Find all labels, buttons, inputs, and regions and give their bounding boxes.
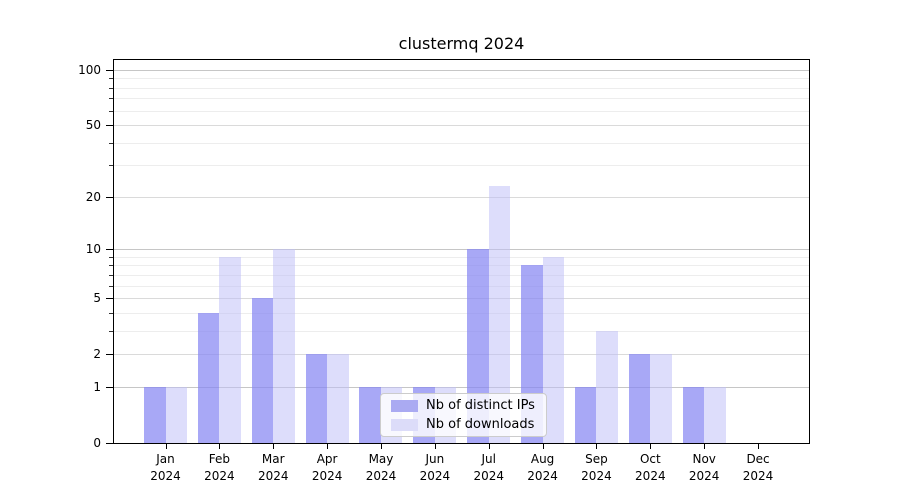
- y-tick-mark: [106, 69, 113, 71]
- y-tick-mark: [106, 249, 113, 251]
- x-tick-mark: [704, 444, 706, 449]
- x-tick-mark: [165, 444, 167, 449]
- bar-downloads-jan: [165, 386, 187, 443]
- x-tick-mark: [327, 444, 329, 449]
- gridline-minor: [114, 285, 809, 287]
- legend-label-distinct-ips: Nb of distinct IPs: [426, 398, 535, 413]
- gridline-minor: [114, 87, 809, 89]
- legend-label-downloads: Nb of downloads: [426, 417, 535, 432]
- y-tick-label: 10: [85, 242, 101, 257]
- y-tick-label: 2: [93, 347, 101, 362]
- bar-downloads-aug: [542, 256, 565, 443]
- gridline-major: [114, 354, 809, 356]
- bar-downloads-jul: [488, 186, 511, 443]
- x-tick-mark: [542, 444, 544, 449]
- y-minor-tick-mark: [109, 265, 113, 267]
- bar-distinct-ips-sep: [574, 386, 597, 443]
- bar-downloads-nov: [704, 386, 726, 443]
- bar-distinct-ips-mar: [251, 298, 274, 443]
- y-minor-tick-mark: [109, 330, 113, 332]
- x-tick-label-oct: Oct 2024: [635, 452, 666, 483]
- x-tick-mark: [488, 444, 490, 449]
- gridline-minor: [114, 165, 809, 167]
- y-tick-mark: [106, 354, 113, 356]
- x-tick-label-aug: Aug 2024: [527, 452, 558, 483]
- bar-distinct-ips-oct: [628, 354, 651, 443]
- x-tick-label-apr: Apr 2024: [311, 452, 343, 483]
- x-tick-mark: [758, 444, 760, 449]
- y-tick-mark: [106, 196, 113, 198]
- legend-entry-distinct-ips: Nb of distinct IPs: [391, 398, 546, 413]
- gridline-major: [114, 298, 809, 300]
- x-tick-label-may: May 2024: [365, 452, 397, 483]
- plot-area: [113, 59, 810, 444]
- x-tick-label-mar: Mar 2024: [257, 452, 289, 483]
- x-tick-mark: [380, 444, 382, 449]
- y-tick-mark: [106, 443, 113, 444]
- gridline-major: [114, 125, 809, 127]
- y-tick-label: 50: [85, 118, 101, 133]
- legend-swatch-distinct-ips: [391, 399, 418, 412]
- y-minor-tick-mark: [109, 110, 113, 112]
- y-minor-tick-mark: [109, 285, 113, 287]
- x-tick-mark: [650, 444, 652, 449]
- gridline-minor: [114, 78, 809, 80]
- y-tick-label: 1: [93, 379, 101, 394]
- legend-entry-downloads: Nb of downloads: [391, 417, 546, 432]
- y-minor-tick-mark: [109, 312, 113, 314]
- y-minor-tick-mark: [109, 256, 113, 258]
- x-tick-mark: [434, 444, 436, 449]
- gridline-minor: [114, 274, 809, 276]
- x-tick-mark: [596, 444, 598, 449]
- x-tick-mark: [219, 444, 221, 449]
- bar-downloads-mar: [273, 249, 295, 443]
- y-minor-tick-mark: [109, 78, 113, 80]
- x-tick-label-nov: Nov 2024: [688, 452, 720, 483]
- gridline-major: [114, 249, 809, 251]
- gridline-minor: [114, 98, 809, 100]
- x-tick-label-jul: Jul 2024: [473, 452, 504, 483]
- y-tick-mark: [106, 298, 113, 300]
- y-tick-label: 100: [78, 62, 101, 77]
- y-tick-label: 20: [85, 189, 101, 204]
- y-tick-label: 0: [93, 436, 101, 450]
- y-tick-mark: [106, 125, 113, 127]
- y-minor-tick-mark: [109, 98, 113, 100]
- gridline-minor: [114, 256, 809, 258]
- y-minor-tick-mark: [109, 274, 113, 276]
- bar-distinct-ips-feb: [197, 312, 220, 443]
- y-tick-label: 5: [93, 291, 101, 306]
- legend: Nb of distinct IPs Nb of downloads: [380, 393, 547, 437]
- x-tick-mark: [273, 444, 275, 449]
- gridline-minor: [114, 265, 809, 267]
- x-tick-label-dec: Dec 2024: [742, 452, 774, 483]
- bar-distinct-ips-may: [359, 386, 381, 443]
- bar-downloads-apr: [327, 354, 349, 443]
- bar-distinct-ips-apr: [305, 354, 328, 443]
- gridline-minor: [114, 110, 809, 112]
- y-tick-mark: [106, 386, 113, 388]
- bar-distinct-ips-nov: [682, 386, 705, 443]
- gridline-major: [114, 69, 809, 71]
- y-minor-tick-mark: [109, 165, 113, 167]
- bar-downloads-sep: [596, 330, 618, 443]
- gridline-minor: [114, 142, 809, 144]
- x-tick-label-jan: Jan 2024: [150, 452, 181, 483]
- x-tick-label-feb: Feb 2024: [204, 452, 235, 483]
- bar-distinct-ips-jan: [144, 386, 166, 443]
- chart-title: clustermq 2024: [398, 34, 525, 53]
- bar-downloads-feb: [219, 256, 241, 443]
- legend-swatch-downloads: [391, 418, 418, 431]
- x-tick-label-sep: Sep 2024: [581, 452, 612, 483]
- y-minor-tick-mark: [109, 142, 113, 144]
- gridline-major: [114, 196, 809, 198]
- gridline-minor: [114, 312, 809, 314]
- y-minor-tick-mark: [109, 87, 113, 89]
- x-tick-label-jun: Jun 2024: [419, 452, 451, 483]
- bar-downloads-oct: [650, 354, 672, 443]
- gridline-minor: [114, 330, 809, 332]
- gridline-major: [114, 386, 809, 388]
